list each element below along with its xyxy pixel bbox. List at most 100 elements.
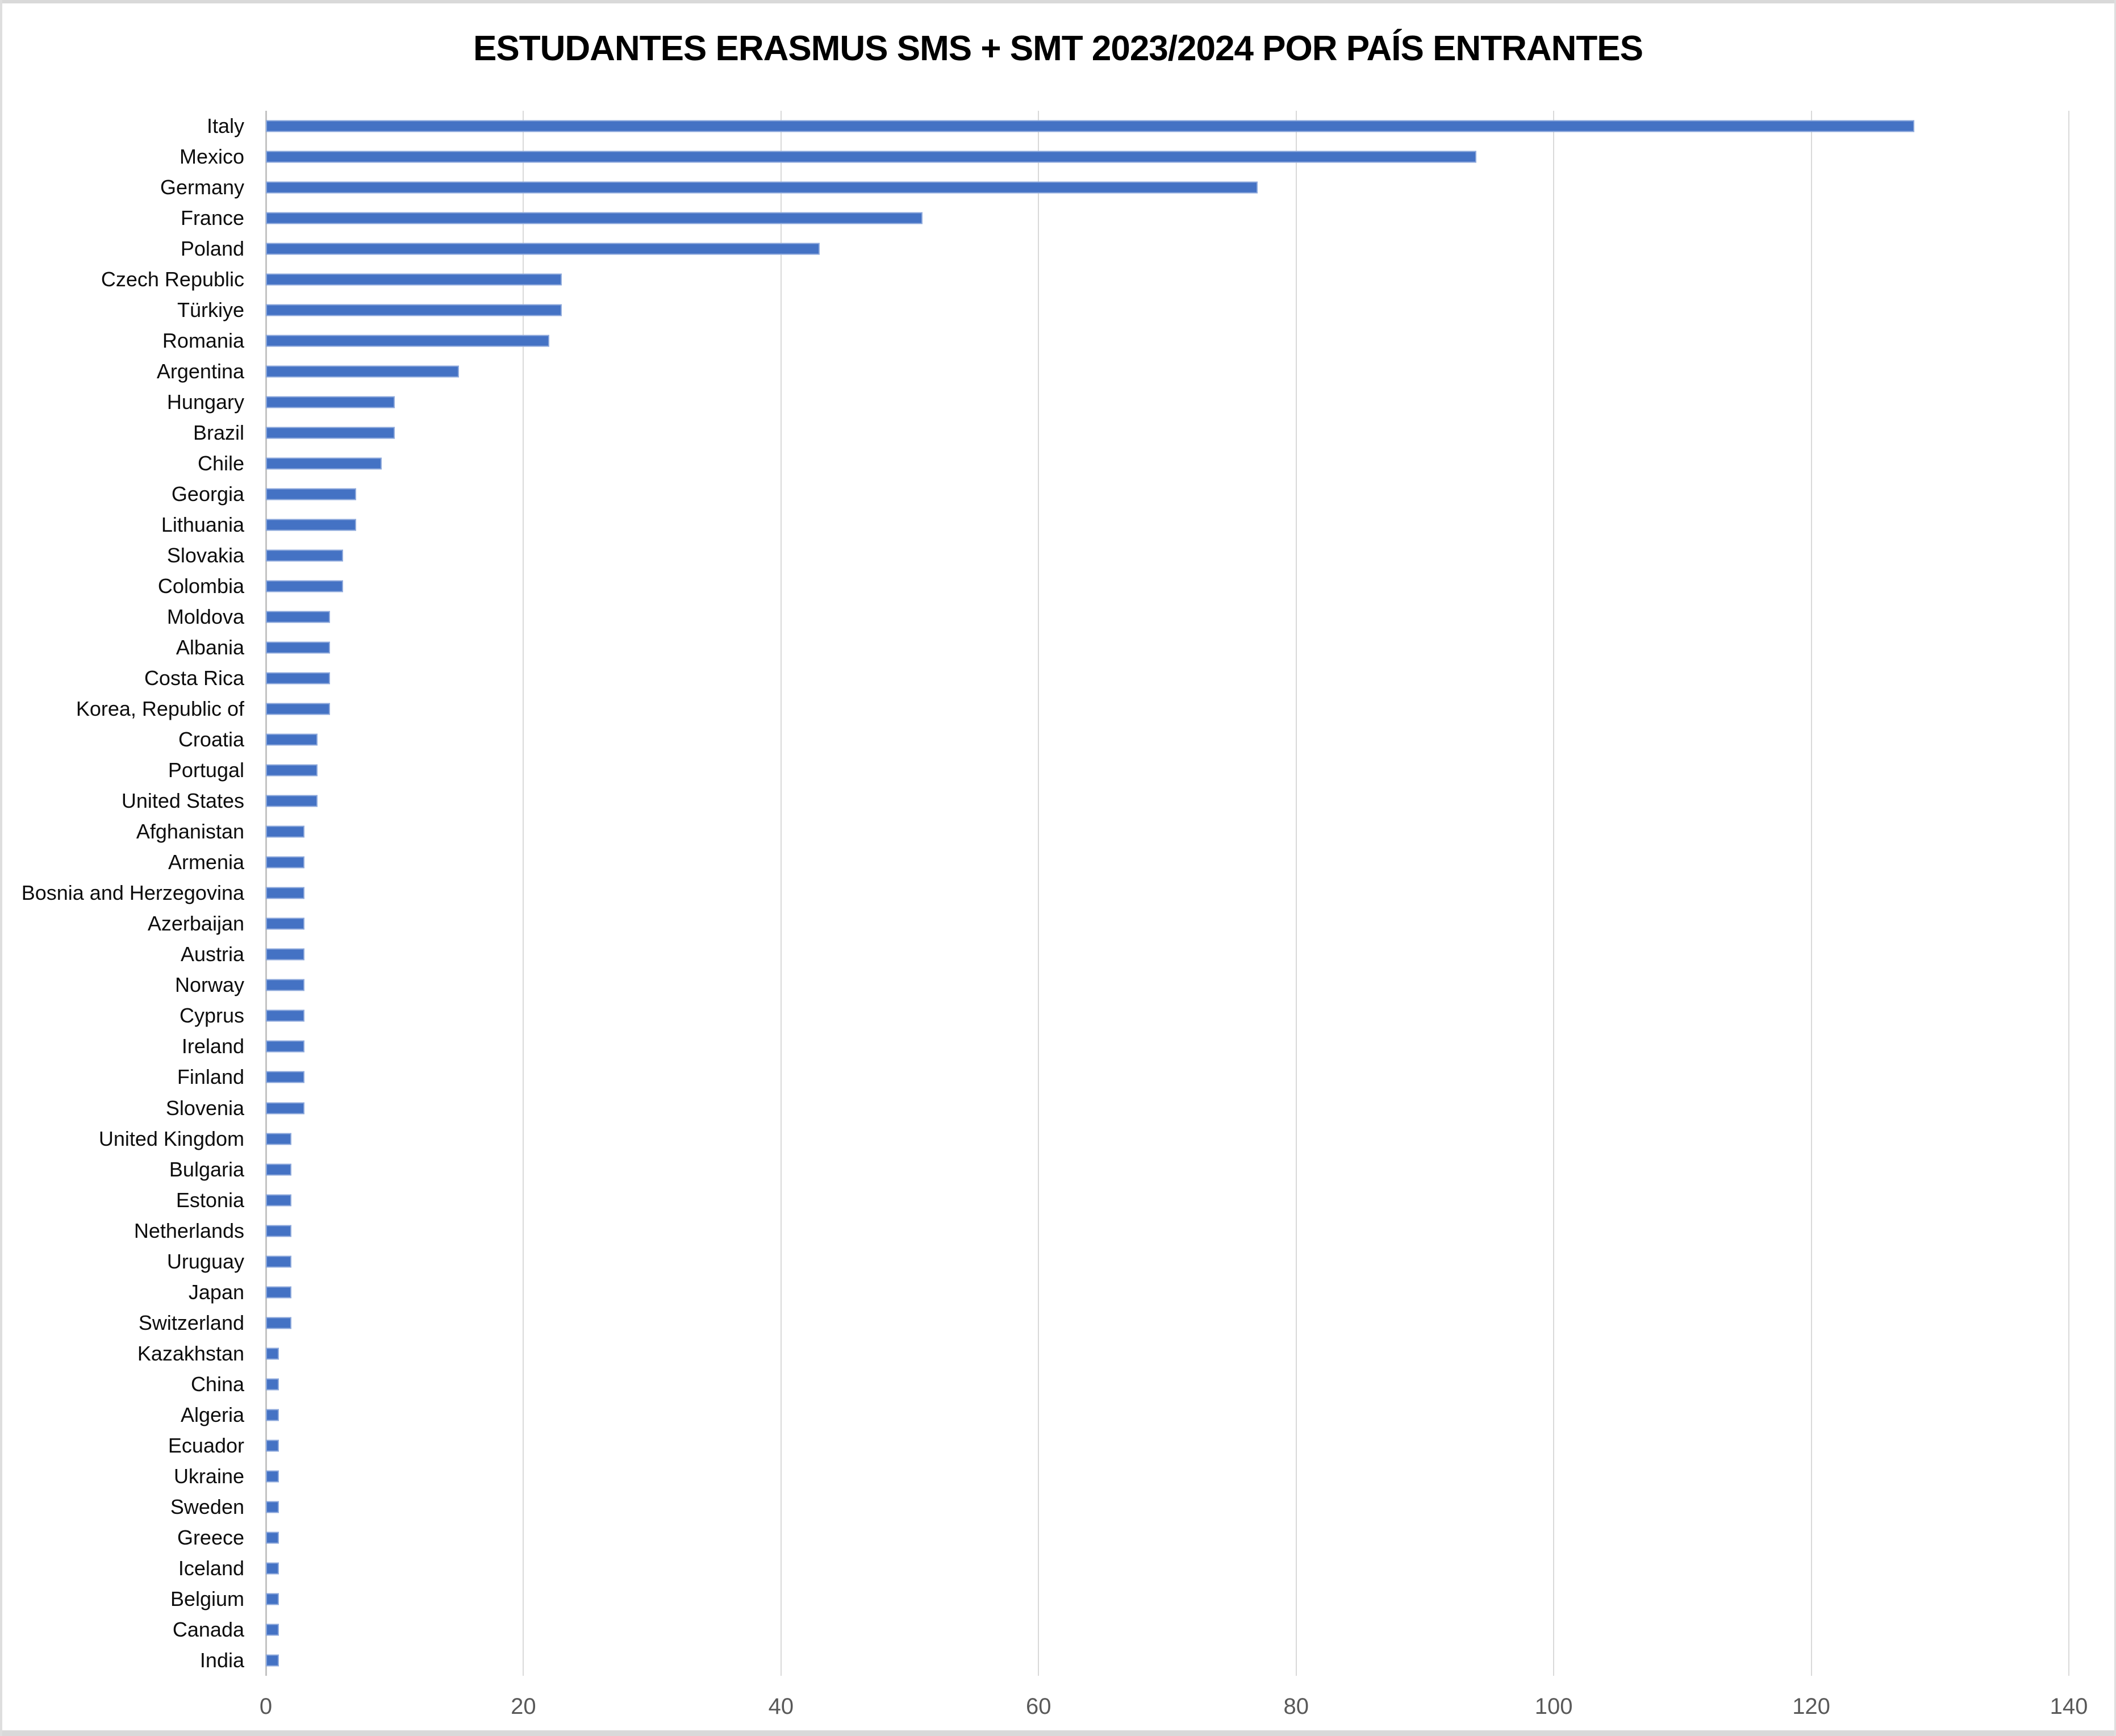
chart-row: Argentina — [157, 356, 2069, 387]
chart-row: Bosnia and Herzegovina — [22, 878, 2069, 908]
bar — [266, 580, 344, 592]
category-label: United Kingdom — [98, 1126, 244, 1150]
bar — [266, 1317, 292, 1329]
bar — [266, 979, 304, 991]
bar — [266, 856, 304, 869]
bar — [266, 948, 304, 961]
bar — [266, 1286, 292, 1299]
category-label: Ukraine — [173, 1464, 244, 1488]
chart-row: Moldova — [167, 602, 2069, 632]
category-label: Slovenia — [165, 1096, 244, 1120]
category-label: Chile — [197, 452, 244, 475]
bar — [266, 243, 820, 255]
bar — [266, 641, 331, 654]
category-label: Armenia — [168, 850, 244, 874]
category-label: Netherlands — [133, 1218, 244, 1242]
bar — [266, 1654, 279, 1667]
gridline-x-120 — [1810, 111, 1812, 1676]
bar — [266, 917, 304, 930]
chart-row: United Kingdom — [99, 1124, 2069, 1154]
category-label: Moldova — [166, 605, 244, 629]
chart-row: Afghanistan — [136, 816, 2069, 847]
bar — [266, 519, 356, 531]
bar — [266, 1194, 292, 1207]
bar — [266, 1562, 279, 1575]
category-label: Colombia — [157, 574, 244, 598]
chart-row: Lithuania — [161, 510, 2069, 540]
bar — [266, 1040, 304, 1053]
chart-row: Bulgaria — [169, 1154, 2069, 1185]
x-tick-label: 80 — [1283, 1694, 1309, 1719]
category-label: Portugal — [168, 758, 244, 782]
category-label: Brazil — [193, 421, 244, 445]
gridline-x-20 — [523, 111, 524, 1676]
category-label: China — [190, 1372, 244, 1396]
bar — [266, 1225, 292, 1237]
category-label: Germany — [160, 176, 244, 199]
bar — [266, 1347, 279, 1360]
chart-row: Poland — [181, 233, 2069, 264]
chart-row: India — [200, 1645, 2069, 1676]
category-label: Azerbaijan — [147, 912, 244, 936]
x-axis-tick-labels: 0 20 40 60 80 100 120 140 — [260, 1694, 2088, 1724]
chart-row: Austria — [181, 939, 2069, 970]
category-label: India — [199, 1648, 244, 1672]
chart-title: ESTUDANTES ERASMUS SMS + SMT 2023/2024 P… — [473, 29, 1643, 68]
bar — [266, 1009, 304, 1022]
chart-row: Korea, Republic of — [76, 694, 2069, 724]
bar-rows: Italy Mexico Germany France Poland Czech Repu… — [22, 111, 2069, 1676]
bar — [266, 1593, 279, 1605]
bar — [266, 181, 1258, 194]
category-label: Algeria — [180, 1403, 244, 1426]
category-label: Georgia — [171, 482, 244, 506]
chart-row: Finland — [177, 1062, 2069, 1092]
chart-row: Armenia — [168, 847, 2069, 878]
category-label: Afghanistan — [136, 820, 244, 844]
category-label: Romania — [162, 329, 244, 353]
chart-row: Belgium — [170, 1584, 2069, 1614]
chart-row: Uruguay — [167, 1246, 2069, 1277]
x-tick-label: 40 — [768, 1694, 794, 1719]
chart-row: Japan — [189, 1277, 2069, 1308]
bar — [266, 1071, 304, 1083]
gridline-x-140 — [2068, 111, 2069, 1676]
category-label: Japan — [188, 1280, 244, 1304]
chart-row: China — [191, 1369, 2069, 1400]
category-label: Cyprus — [179, 1004, 244, 1028]
chart-row: Brazil — [193, 418, 2069, 448]
gridline-x-100 — [1553, 111, 1555, 1676]
category-label: Türkiye — [177, 298, 244, 322]
bar — [266, 764, 318, 777]
chart-row: Hungary — [167, 387, 2069, 418]
chart-row: Ecuador — [168, 1430, 2069, 1461]
bar — [266, 427, 395, 439]
category-label: Bulgaria — [169, 1157, 244, 1181]
chart-row: Kazakhstan — [137, 1338, 2069, 1369]
category-label: Croatia — [178, 728, 244, 752]
bar — [266, 335, 549, 347]
category-label: Costa Rica — [144, 666, 244, 690]
category-label: Albania — [176, 636, 244, 660]
chart-row: Italy — [207, 111, 2069, 141]
chart-row: Germany — [160, 172, 2069, 203]
chart-row: Slovenia — [166, 1093, 2069, 1124]
bar — [266, 1531, 279, 1544]
chart-row: Canada — [173, 1614, 2069, 1645]
category-label: Sweden — [170, 1495, 244, 1518]
chart-row: Chile — [198, 448, 2069, 479]
window-edge-top — [0, 0, 2116, 3]
chart-row: Greece — [177, 1522, 2069, 1553]
bar — [266, 396, 395, 408]
category-label: Switzerland — [138, 1311, 244, 1334]
bar — [266, 703, 331, 715]
chart-row: Ukraine — [174, 1461, 2069, 1492]
chart-row: Ireland — [182, 1031, 2069, 1062]
chart-row: Albania — [176, 632, 2069, 663]
chart-row: Romania — [162, 326, 2069, 356]
x-tick-label: 140 — [2050, 1694, 2088, 1719]
category-label: Mexico — [179, 145, 244, 169]
x-tick-label: 20 — [511, 1694, 536, 1719]
bar — [266, 1624, 279, 1636]
window-edge-left — [0, 0, 2, 1736]
